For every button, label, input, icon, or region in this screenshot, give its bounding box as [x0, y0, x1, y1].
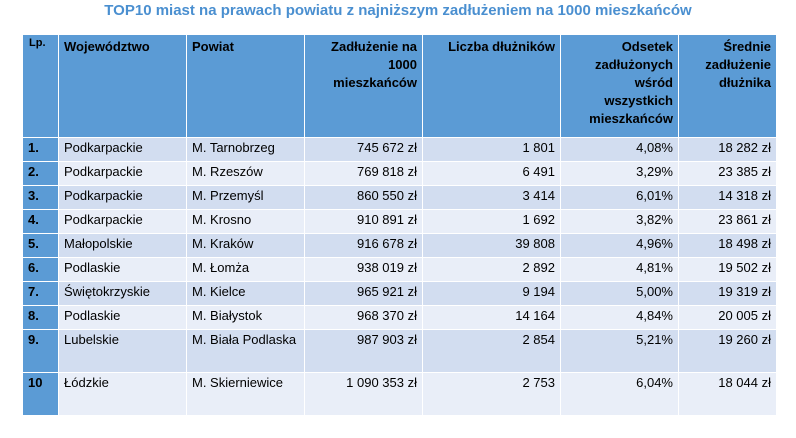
cell-wojewodztwo: Małopolskie	[58, 233, 187, 258]
cell-wojewodztwo: Podlaskie	[58, 305, 187, 330]
cell-srednie: 23 861 zł	[678, 209, 777, 234]
cell-zadluzenie: 916 678 zł	[304, 233, 423, 258]
cell-lp: 7.	[22, 281, 59, 306]
table-row: 6. Podlaskie M. Łomża 938 019 zł 2 892 4,81% 1…	[22, 257, 777, 282]
cell-dluznicy: 1 801	[422, 137, 561, 162]
cell-powiat: M. Przemyśl	[186, 185, 305, 210]
cell-odsetek: 5,00%	[560, 281, 679, 306]
cell-powiat: M. Krosno	[186, 209, 305, 234]
cell-zadluzenie: 769 818 zł	[304, 161, 423, 186]
cell-srednie: 19 260 zł	[678, 329, 777, 373]
cell-lp: 9.	[22, 329, 59, 373]
cell-wojewodztwo: Świętokrzyskie	[58, 281, 187, 306]
cell-zadluzenie: 987 903 zł	[304, 329, 423, 373]
cell-powiat: M. Tarnobrzeg	[186, 137, 305, 162]
cell-dluznicy: 2 854	[422, 329, 561, 373]
cell-wojewodztwo: Podkarpackie	[58, 137, 187, 162]
header-dluznicy: Liczba dłużników	[422, 34, 561, 138]
cell-lp: 8.	[22, 305, 59, 330]
cell-lp: 3.	[22, 185, 59, 210]
table-row: 2. Podkarpackie M. Rzeszów 769 818 zł 6 491 3…	[22, 161, 777, 186]
cell-dluznicy: 14 164	[422, 305, 561, 330]
cell-dluznicy: 1 692	[422, 209, 561, 234]
cell-powiat: M. Kraków	[186, 233, 305, 258]
cell-zadluzenie: 965 921 zł	[304, 281, 423, 306]
cell-zadluzenie: 1 090 353 zł	[304, 372, 423, 416]
header-powiat: Powiat	[186, 34, 305, 138]
cell-odsetek: 4,96%	[560, 233, 679, 258]
cell-srednie: 23 385 zł	[678, 161, 777, 186]
cell-lp: 10	[22, 372, 59, 416]
cell-wojewodztwo: Podkarpackie	[58, 185, 187, 210]
cell-zadluzenie: 968 370 zł	[304, 305, 423, 330]
table-row: 1. Podkarpackie M. Tarnobrzeg 745 672 zł 1 8…	[22, 137, 777, 162]
table-row: 5. Małopolskie M. Kraków 916 678 zł 39 808 4,…	[22, 233, 777, 258]
cell-odsetek: 4,84%	[560, 305, 679, 330]
cell-srednie: 20 005 zł	[678, 305, 777, 330]
cell-wojewodztwo: Podlaskie	[58, 257, 187, 282]
table-row: 4. Podkarpackie M. Krosno 910 891 zł 1 692 3,…	[22, 209, 777, 234]
header-srednie: Średnie zadłużenie dłużnika	[678, 34, 777, 138]
table-row: 10 Łódzkie M. Skierniewice 1 090 353 zł 2 75…	[22, 372, 777, 416]
cell-zadluzenie: 938 019 zł	[304, 257, 423, 282]
cell-srednie: 19 319 zł	[678, 281, 777, 306]
cell-dluznicy: 6 491	[422, 161, 561, 186]
cell-dluznicy: 39 808	[422, 233, 561, 258]
header-odsetek: Odsetek zadłużonych wśród wszystkich mie…	[560, 34, 679, 138]
table-row: 7. Świętokrzyskie M. Kielce 965 921 zł 9 194…	[22, 281, 777, 306]
cell-powiat: M. Białystok	[186, 305, 305, 330]
cell-odsetek: 4,81%	[560, 257, 679, 282]
debt-table: Lp. Województwo Powiat Zadłużenie na 100…	[22, 34, 777, 416]
cell-zadluzenie: 910 891 zł	[304, 209, 423, 234]
cell-lp: 5.	[22, 233, 59, 258]
cell-odsetek: 4,08%	[560, 137, 679, 162]
header-wojewodztwo: Województwo	[58, 34, 187, 138]
cell-srednie: 18 044 zł	[678, 372, 777, 416]
cell-dluznicy: 3 414	[422, 185, 561, 210]
cell-srednie: 19 502 zł	[678, 257, 777, 282]
table-row: 8. Podlaskie M. Białystok 968 370 zł 14 164 4…	[22, 305, 777, 330]
cell-powiat: M. Kielce	[186, 281, 305, 306]
table-title: TOP10 miast na prawach powiatu z najniżs…	[104, 2, 692, 19]
table-row: 3. Podkarpackie M. Przemyśl 860 550 zł 3 414…	[22, 185, 777, 210]
cell-odsetek: 3,82%	[560, 209, 679, 234]
header-zadluzenie: Zadłużenie na 1000 mieszkańców	[304, 34, 423, 138]
cell-wojewodztwo: Łódzkie	[58, 372, 187, 416]
cell-dluznicy: 2 753	[422, 372, 561, 416]
cell-odsetek: 6,01%	[560, 185, 679, 210]
cell-zadluzenie: 860 550 zł	[304, 185, 423, 210]
cell-lp: 6.	[22, 257, 59, 282]
cell-lp: 1.	[22, 137, 59, 162]
cell-srednie: 14 318 zł	[678, 185, 777, 210]
table-row: 9. Lubelskie M. Biała Podlaska 987 903 zł 2 …	[22, 329, 777, 373]
cell-lp: 4.	[22, 209, 59, 234]
cell-odsetek: 3,29%	[560, 161, 679, 186]
cell-powiat: M. Biała Podlaska	[186, 329, 305, 373]
cell-powiat: M. Łomża	[186, 257, 305, 282]
cell-dluznicy: 2 892	[422, 257, 561, 282]
cell-srednie: 18 498 zł	[678, 233, 777, 258]
cell-wojewodztwo: Lubelskie	[58, 329, 187, 373]
cell-srednie: 18 282 zł	[678, 137, 777, 162]
cell-zadluzenie: 745 672 zł	[304, 137, 423, 162]
cell-powiat: M. Rzeszów	[186, 161, 305, 186]
cell-dluznicy: 9 194	[422, 281, 561, 306]
cell-wojewodztwo: Podkarpackie	[58, 209, 187, 234]
cell-wojewodztwo: Podkarpackie	[58, 161, 187, 186]
header-row: Lp. Województwo Powiat Zadłużenie na 100…	[22, 34, 777, 138]
cell-odsetek: 5,21%	[560, 329, 679, 373]
header-lp: Lp.	[22, 34, 59, 138]
cell-odsetek: 6,04%	[560, 372, 679, 416]
cell-lp: 2.	[22, 161, 59, 186]
cell-powiat: M. Skierniewice	[186, 372, 305, 416]
